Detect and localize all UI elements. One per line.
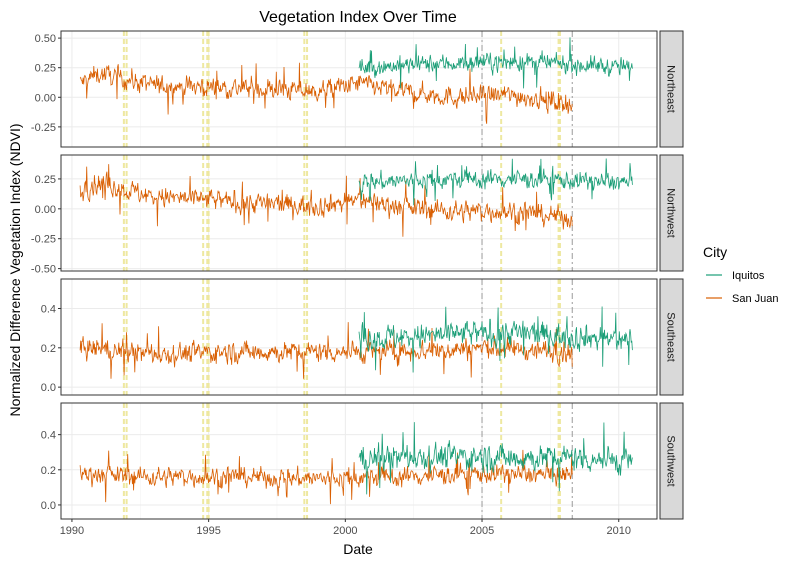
- facet-strip: [659, 402, 684, 520]
- y-tick-label: 0.4: [41, 303, 56, 315]
- panel-border: [60, 278, 658, 396]
- panel-border: [60, 402, 658, 520]
- series-line-iquitos: [358, 37, 633, 89]
- series-line-iquitos: [358, 306, 633, 373]
- x-tick-label: 2000: [333, 525, 357, 537]
- panel-background: [61, 155, 657, 271]
- y-tick-label: 0.4: [41, 430, 56, 442]
- panel-northwest: -0.50 -0.25 0.00 0.25 Northwest: [31, 154, 684, 276]
- facet-panels: -0.250.000.250.50Northeast-0.50-0.250.00…: [31, 30, 684, 520]
- y-tick-label: 0.50: [35, 33, 56, 45]
- facet-strip-label: Southeast: [665, 312, 677, 362]
- facet-strip: [659, 154, 684, 272]
- panel-northeast: -0.25 0.00 0.25 0.50 Northeast: [31, 30, 684, 148]
- facet-strip: [659, 30, 684, 148]
- panel-background: [61, 31, 657, 147]
- panel-border: [60, 30, 658, 148]
- y-tick-label: 0.2: [41, 343, 56, 355]
- y-tick-label: 0.25: [35, 174, 56, 186]
- panel-southeast: 0.0 0.2 0.4 Southeast: [41, 278, 684, 396]
- y-tick-label: 0.00: [35, 204, 56, 216]
- y-tick-label: -0.50: [31, 264, 56, 276]
- legend-item: San Juan: [706, 293, 778, 305]
- y-tick-label: 0.2: [41, 465, 56, 477]
- x-tick-label: 2010: [606, 525, 630, 537]
- legend-title: City: [703, 244, 727, 260]
- legend-item: Iquitos: [706, 270, 765, 282]
- y-tick-label: 0.25: [35, 63, 56, 75]
- y-tick-label: 0.0: [41, 500, 56, 512]
- panel-background: [61, 403, 657, 519]
- series-line-san-juan: [79, 322, 573, 379]
- chart-title: Vegetation Index Over Time: [259, 9, 457, 26]
- legend-label: San Juan: [732, 293, 778, 305]
- y-tick-label: -0.25: [31, 234, 56, 246]
- x-tick-label: 1995: [196, 525, 220, 537]
- facet-strip-label: Northwest: [665, 188, 677, 238]
- panel-southwest: 0.0 0.2 0.4 Southwest: [41, 402, 684, 520]
- y-tick-label: 0.00: [35, 92, 56, 104]
- series-line-iquitos: [358, 422, 633, 495]
- x-tick-label: 1990: [60, 525, 84, 537]
- series-line-san-juan: [79, 62, 573, 124]
- y-tick-label: 0.0: [41, 382, 56, 394]
- legend-label: Iquitos: [732, 270, 765, 282]
- series-line-iquitos: [358, 158, 633, 206]
- facet-strip-label: Southwest: [665, 435, 677, 486]
- series-line-san-juan: [79, 449, 573, 505]
- y-tick-label: -0.25: [31, 122, 56, 134]
- series-line-san-juan: [79, 164, 573, 237]
- x-axis: 1990 1995 2000 2005 2010: [60, 519, 631, 537]
- panel-border: [60, 154, 658, 272]
- x-axis-title: Date: [343, 541, 373, 557]
- x-tick-label: 2005: [470, 525, 494, 537]
- facet-strip-label: Northeast: [665, 65, 677, 113]
- legend: City Iquitos San Juan: [703, 244, 778, 305]
- y-axis-title: Normalized Difference Vegetation Index (…: [7, 123, 23, 416]
- facet-strip: [659, 278, 684, 396]
